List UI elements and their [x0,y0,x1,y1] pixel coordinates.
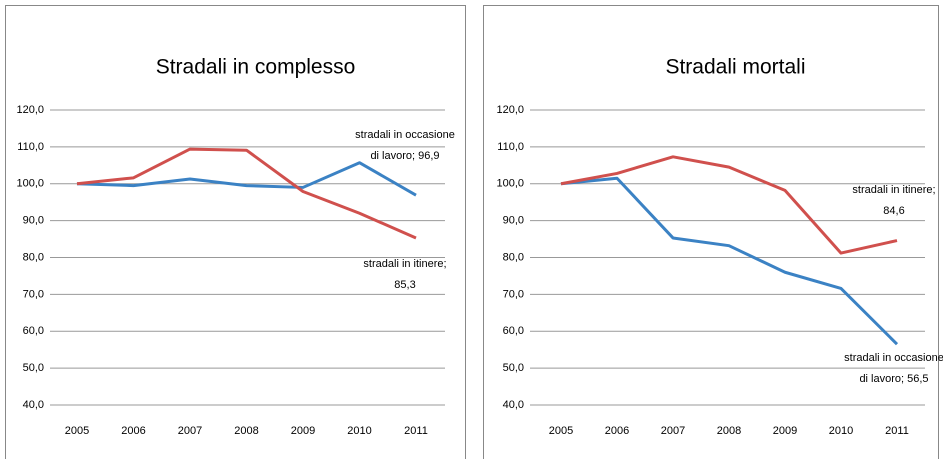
series-line [76,147,417,240]
x-tick-label: 2005 [549,425,573,437]
annotation: stradali in itinere; [852,184,935,196]
x-tick-label: 2007 [661,425,685,437]
x-tick-label: 2008 [234,425,258,437]
y-tick-label: 70,0 [503,288,524,300]
x-tick-label: 2011 [404,425,428,437]
annotation: stradali in occasione [355,129,455,141]
y-tick-label: 90,0 [503,215,524,227]
y-tick-label: 110,0 [497,141,524,153]
y-tick-label: 120,0 [16,104,44,116]
series-line [560,155,898,255]
x-tick-label: 2008 [717,425,741,437]
y-tick-label: 80,0 [503,251,524,263]
y-tick-label: 60,0 [23,325,44,337]
annotation: stradali in occasione [844,352,943,364]
annotation: di lavoro; 56,5 [859,373,928,385]
x-tick-label: 2011 [885,425,909,437]
annotation: 85,3 [394,279,415,291]
chart-title: Stradali mortali [665,56,805,79]
series-line [560,176,899,346]
annotation: di lavoro; 96,9 [370,150,439,162]
y-tick-label: 80,0 [23,251,44,263]
y-tick-label: 40,0 [503,399,524,411]
series-line [76,161,417,197]
y-tick-label: 90,0 [23,215,44,227]
y-tick-label: 50,0 [23,362,44,374]
x-tick-label: 2009 [291,425,315,437]
chart-panel: Stradali mortali 40,0 50,0 60,0 70,0 80,0 90,0… [483,5,943,459]
panel-border [483,5,939,459]
annotation: 84,6 [883,205,904,217]
x-tick-label: 2006 [121,425,145,437]
x-tick-label: 2010 [829,425,853,437]
y-tick-label: 100,0 [496,178,524,190]
x-tick-label: 2009 [773,425,797,437]
y-tick-label: 120,0 [496,104,524,116]
chart-title: Stradali in complesso [156,56,356,79]
y-tick-label: 110,0 [17,141,44,153]
chart-panel: Stradali in complesso 40,0 50,0 60,0 70,0 80,… [5,5,466,459]
x-tick-label: 2007 [178,425,202,437]
panel-border [5,5,466,459]
y-tick-label: 40,0 [23,399,44,411]
x-tick-label: 2010 [347,425,371,437]
x-tick-label: 2006 [605,425,629,437]
y-tick-label: 60,0 [503,325,524,337]
y-tick-label: 100,0 [16,178,44,190]
y-tick-label: 50,0 [503,362,524,374]
annotation: stradali in itinere; [363,258,446,270]
y-tick-label: 70,0 [23,288,44,300]
x-tick-label: 2005 [65,425,89,437]
